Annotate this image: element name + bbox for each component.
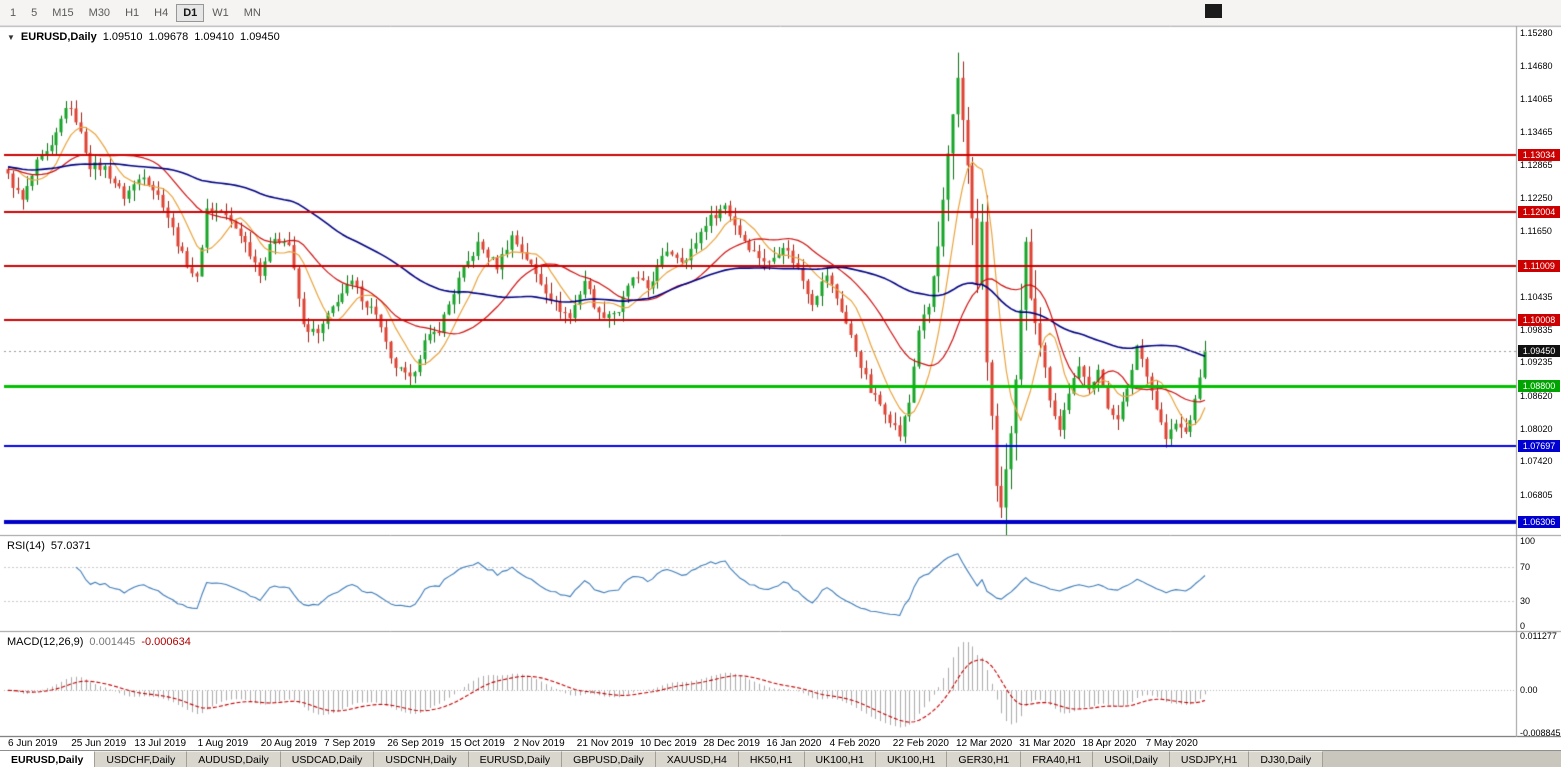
- macd-signal-value: -0.000634: [141, 636, 191, 648]
- chart-tab-HK50,H1[interactable]: HK50,H1: [738, 751, 805, 767]
- time-axis-label: 10 Dec 2019: [640, 738, 697, 749]
- collapse-ohlc-icon[interactable]: ▼: [7, 32, 15, 42]
- rsi-indicator-label: RSI(14) 57.0371: [7, 540, 91, 552]
- price-tick-label: 1.08020: [1520, 423, 1553, 434]
- price-tick-label: 1.15280: [1520, 27, 1553, 38]
- time-axis-label: 22 Feb 2020: [892, 738, 949, 749]
- price-badge-1.07697: 1.07697: [1518, 440, 1560, 453]
- price-tick-label: 1.12865: [1520, 159, 1553, 170]
- chart-tab-FRA40,H1[interactable]: FRA40,H1: [1021, 751, 1094, 767]
- price-badge-1.12004: 1.12004: [1518, 205, 1560, 218]
- time-axis-label: 2 Nov 2019: [513, 738, 565, 749]
- time-axis[interactable]: 6 Jun 2019 25 Jun 2019 13 Jul 2019 1 Aug 20…: [0, 738, 1561, 750]
- time-axis-label: 13 Jul 2019: [134, 738, 187, 749]
- chart-tab-UK100,H1[interactable]: UK100,H1: [804, 751, 876, 767]
- time-axis-label: 20 Aug 2019: [260, 738, 317, 749]
- chart-tab-EURUSD,Daily[interactable]: EURUSD,Daily: [468, 751, 563, 767]
- timeframe-button-5[interactable]: 5: [24, 4, 44, 22]
- price-badge-1.13034: 1.13034: [1518, 149, 1560, 162]
- time-axis-label: 26 Sep 2019: [387, 738, 444, 749]
- time-axis-label: 1 Aug 2019: [197, 738, 249, 749]
- ohlc-low-value: 1.09410: [194, 31, 235, 43]
- timeframe-button-D1[interactable]: D1: [176, 3, 205, 22]
- rsi-level-label: 0: [1520, 621, 1526, 631]
- rsi-level-label: 70: [1520, 561, 1531, 572]
- macd-name: MACD(12,26,9): [7, 636, 84, 648]
- ohlc-high-value: 1.09678: [148, 31, 189, 43]
- macd-main-value: 0.001445: [89, 636, 136, 648]
- time-axis-label: 25 Jun 2019: [71, 738, 127, 749]
- price-tick-label: 1.09835: [1520, 324, 1553, 335]
- macd-indicator-label: MACD(12,26,9) 0.001445 -0.000634: [7, 636, 191, 648]
- price-tick-label: 1.06805: [1520, 489, 1553, 500]
- chart-symbol-label: EURUSD,Daily: [20, 31, 97, 43]
- time-axis-label: 28 Dec 2019: [703, 738, 760, 749]
- chart-tab-AUDUSD,Daily[interactable]: AUDUSD,Daily: [187, 751, 281, 767]
- time-axis-label: 6 Jun 2019: [8, 738, 58, 749]
- chart-tab-USDCAD,Daily[interactable]: USDCAD,Daily: [280, 751, 375, 767]
- price-tick-label: 1.12250: [1520, 193, 1553, 204]
- macd-level-label: 0.011277: [1520, 631, 1557, 641]
- time-axis-label: 15 Oct 2019: [450, 738, 505, 749]
- price-tick-label: 1.09235: [1520, 357, 1553, 368]
- chart-ohlc-title: ▼ EURUSD,Daily 1.09510 1.09678 1.09410 1…: [7, 31, 280, 43]
- chart-tab-GBPUSD,Daily[interactable]: GBPUSD,Daily: [562, 751, 656, 767]
- chart-tab-GER30,H1[interactable]: GER30,H1: [947, 751, 1022, 767]
- chart-tab-EURUSD,Daily[interactable]: EURUSD,Daily: [0, 751, 96, 767]
- time-axis-label: 31 Mar 2020: [1019, 738, 1076, 749]
- time-axis-label: 16 Jan 2020: [766, 738, 822, 749]
- chart-tab-USDJPY,H1[interactable]: USDJPY,H1: [1169, 751, 1250, 767]
- price-tick-label: 1.14065: [1520, 94, 1553, 105]
- time-axis-label: 12 Mar 2020: [956, 738, 1013, 749]
- price-badge-1.11009: 1.11009: [1518, 259, 1560, 272]
- timeframe-button-W1[interactable]: W1: [205, 4, 236, 22]
- price-badge-1.06306: 1.06306: [1518, 516, 1560, 529]
- rsi-level-label: 30: [1520, 595, 1531, 606]
- timeframe-button-MN[interactable]: MN: [237, 4, 268, 22]
- time-axis-label: 7 Sep 2019: [324, 738, 376, 749]
- time-axis-label: 18 Apr 2020: [1082, 738, 1137, 749]
- timeframe-button-M30[interactable]: M30: [82, 4, 117, 22]
- time-axis-label: 21 Nov 2019: [576, 738, 634, 749]
- macd-level-label: -0.008845: [1520, 728, 1561, 738]
- rsi-current-value: 57.0371: [50, 540, 91, 552]
- price-tick-label: 1.14680: [1520, 60, 1553, 71]
- chart-tabs-bar: EURUSD,Daily USDCHF,Daily AUDUSD,Daily USDC…: [0, 750, 1561, 767]
- price-tick-label: 1.13465: [1520, 126, 1553, 137]
- timeframe-button-H4[interactable]: H4: [147, 4, 175, 22]
- timeframe-button-1[interactable]: 1: [3, 4, 23, 22]
- price-badge-1.09450: 1.09450: [1518, 344, 1560, 357]
- price-tick-label: 1.08620: [1520, 390, 1553, 401]
- timeframe-button-M15[interactable]: M15: [45, 4, 80, 22]
- price-tick-label: 1.11650: [1520, 225, 1552, 236]
- time-axis-label: 7 May 2020: [1145, 738, 1198, 749]
- ohlc-open-value: 1.09510: [102, 31, 143, 43]
- chart-tab-XAUUSD,H4[interactable]: XAUUSD,H4: [655, 751, 739, 767]
- chart-tab-USOil,Daily[interactable]: USOil,Daily: [1093, 751, 1170, 767]
- price-badge-1.08800: 1.08800: [1518, 380, 1560, 393]
- chart-tab-UK100,H1[interactable]: UK100,H1: [875, 751, 948, 767]
- time-axis-label: 4 Feb 2020: [829, 738, 881, 749]
- chart-tab-DJ30,Daily[interactable]: DJ30,Daily: [1249, 751, 1324, 767]
- macd-level-label: 0.00: [1520, 685, 1538, 696]
- price-tick-label: 1.07420: [1520, 456, 1553, 467]
- rsi-level-label: 100: [1520, 536, 1536, 546]
- ohlc-close-value: 1.09450: [240, 31, 280, 43]
- timeframe-toolbar: 1 5 M15 M30 H1 H4 D1 W1 MN: [0, 0, 1561, 26]
- chart-shift-marker[interactable]: [1205, 4, 1222, 18]
- price-badge-1.10008: 1.10008: [1518, 314, 1560, 327]
- timeframe-button-H1[interactable]: H1: [118, 4, 146, 22]
- chart-tab-USDCHF,Daily[interactable]: USDCHF,Daily: [95, 751, 188, 767]
- rsi-name: RSI(14): [7, 540, 45, 552]
- chart-tab-USDCNH,Daily[interactable]: USDCNH,Daily: [374, 751, 469, 767]
- price-tick-label: 1.10435: [1520, 292, 1553, 303]
